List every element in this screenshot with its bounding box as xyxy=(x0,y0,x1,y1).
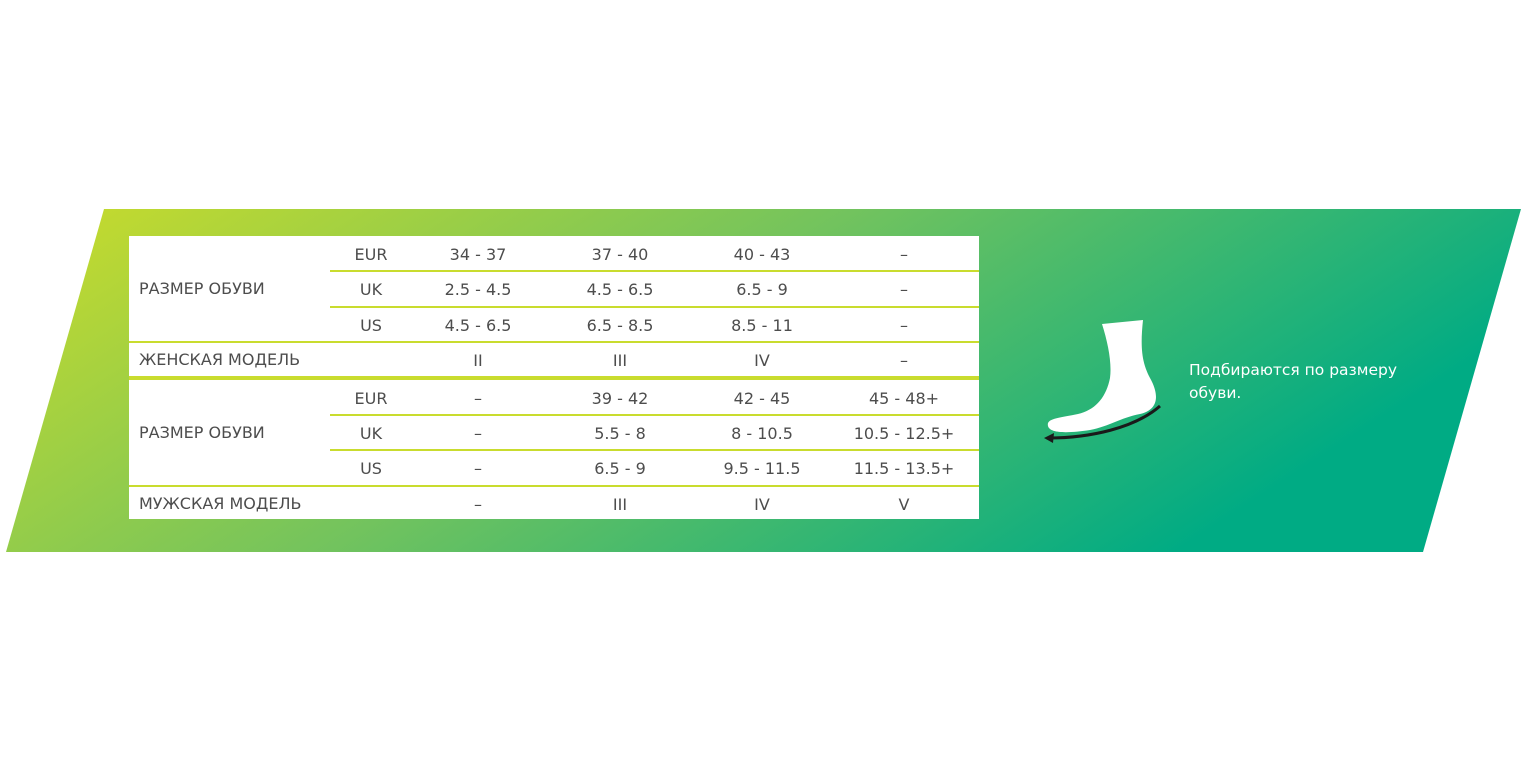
size-cell: 2.5 - 4.5 xyxy=(444,280,512,300)
size-cell: 6.5 - 9 xyxy=(736,280,788,300)
table-row: EUR 34 - 37 37 - 40 40 - 43 – xyxy=(129,236,979,271)
size-cell: 42 - 45 xyxy=(733,388,791,408)
model-cell: – xyxy=(474,494,482,514)
table-row: US – 6.5 - 9 9.5 - 11.5 11.5 - 13.5+ xyxy=(129,450,979,485)
model-cell: II xyxy=(473,351,483,371)
size-cell: – xyxy=(900,315,908,335)
divider-line xyxy=(330,270,979,273)
size-cell: 6.5 - 9 xyxy=(594,459,646,479)
size-cell: 5.5 - 8 xyxy=(594,424,646,443)
size-cell: 9.5 - 11.5 xyxy=(723,459,801,479)
size-cell: 40 - 43 xyxy=(733,245,791,264)
unit-cell: US xyxy=(360,459,382,479)
size-cell: 45 - 48+ xyxy=(868,388,940,408)
size-cell: 8 - 10.5 xyxy=(731,424,793,443)
size-cell: – xyxy=(900,245,908,264)
size-cell: 10.5 - 12.5+ xyxy=(853,424,955,443)
size-cell: – xyxy=(474,388,482,408)
size-table: EUR 34 - 37 37 - 40 40 - 43 – UK 2.5 - 4.5 4.5 … xyxy=(129,236,979,519)
table-row: US 4.5 - 6.5 6.5 - 8.5 8.5 - 11 – xyxy=(129,307,979,342)
model-label: МУЖСКАЯ МОДЕЛЬ xyxy=(139,493,302,513)
size-cell: 8.5 - 11 xyxy=(731,315,793,335)
table-row: UK – 5.5 - 8 8 - 10.5 10.5 - 12.5+ xyxy=(129,415,979,450)
unit-cell: UK xyxy=(359,424,383,443)
divider-line xyxy=(330,449,979,452)
model-row: МУЖСКАЯ МОДЕЛЬ – III IV V xyxy=(129,486,979,521)
divider-line xyxy=(129,375,979,380)
model-cell: IV xyxy=(754,351,770,371)
table-row: EUR – 39 - 42 42 - 45 45 - 48+ xyxy=(129,380,979,415)
divider-line xyxy=(330,414,979,416)
size-cell: 4.5 - 6.5 xyxy=(586,280,654,300)
unit-cell: EUR xyxy=(354,245,388,264)
model-cell: IV xyxy=(754,494,770,514)
unit-cell: UK xyxy=(359,280,383,300)
unit-cell: US xyxy=(360,315,382,335)
unit-cell: EUR xyxy=(354,388,388,408)
model-cell: III xyxy=(612,494,628,514)
size-cell: – xyxy=(474,424,482,443)
size-cell: 37 - 40 xyxy=(591,245,649,264)
divider-line xyxy=(129,341,979,344)
foot-measure-icon xyxy=(1044,320,1161,443)
size-cell: 6.5 - 8.5 xyxy=(586,315,654,335)
fit-note: Подбираются по размеру обуви. xyxy=(1189,361,1398,402)
group-label: РАЗМЕР ОБУВИ xyxy=(139,422,265,442)
size-cell: 34 - 37 xyxy=(449,245,507,264)
size-cell: 4.5 - 6.5 xyxy=(444,315,512,335)
divider-line xyxy=(129,484,979,487)
divider-line xyxy=(330,305,979,308)
model-cell: – xyxy=(900,351,908,371)
size-cell: 39 - 42 xyxy=(591,388,649,408)
model-cell: III xyxy=(612,351,628,371)
model-row: ЖЕНСКАЯ МОДЕЛЬ II III IV – xyxy=(129,342,979,377)
size-cell: – xyxy=(474,459,482,479)
model-cell: V xyxy=(898,494,910,514)
size-cell: 11.5 - 13.5+ xyxy=(853,459,955,479)
group-label: РАЗМЕР ОБУВИ xyxy=(139,279,265,299)
table-row: UK 2.5 - 4.5 4.5 - 6.5 6.5 - 9 – xyxy=(129,271,979,306)
size-cell: – xyxy=(900,280,908,300)
model-label: ЖЕНСКАЯ МОДЕЛЬ xyxy=(139,350,301,370)
